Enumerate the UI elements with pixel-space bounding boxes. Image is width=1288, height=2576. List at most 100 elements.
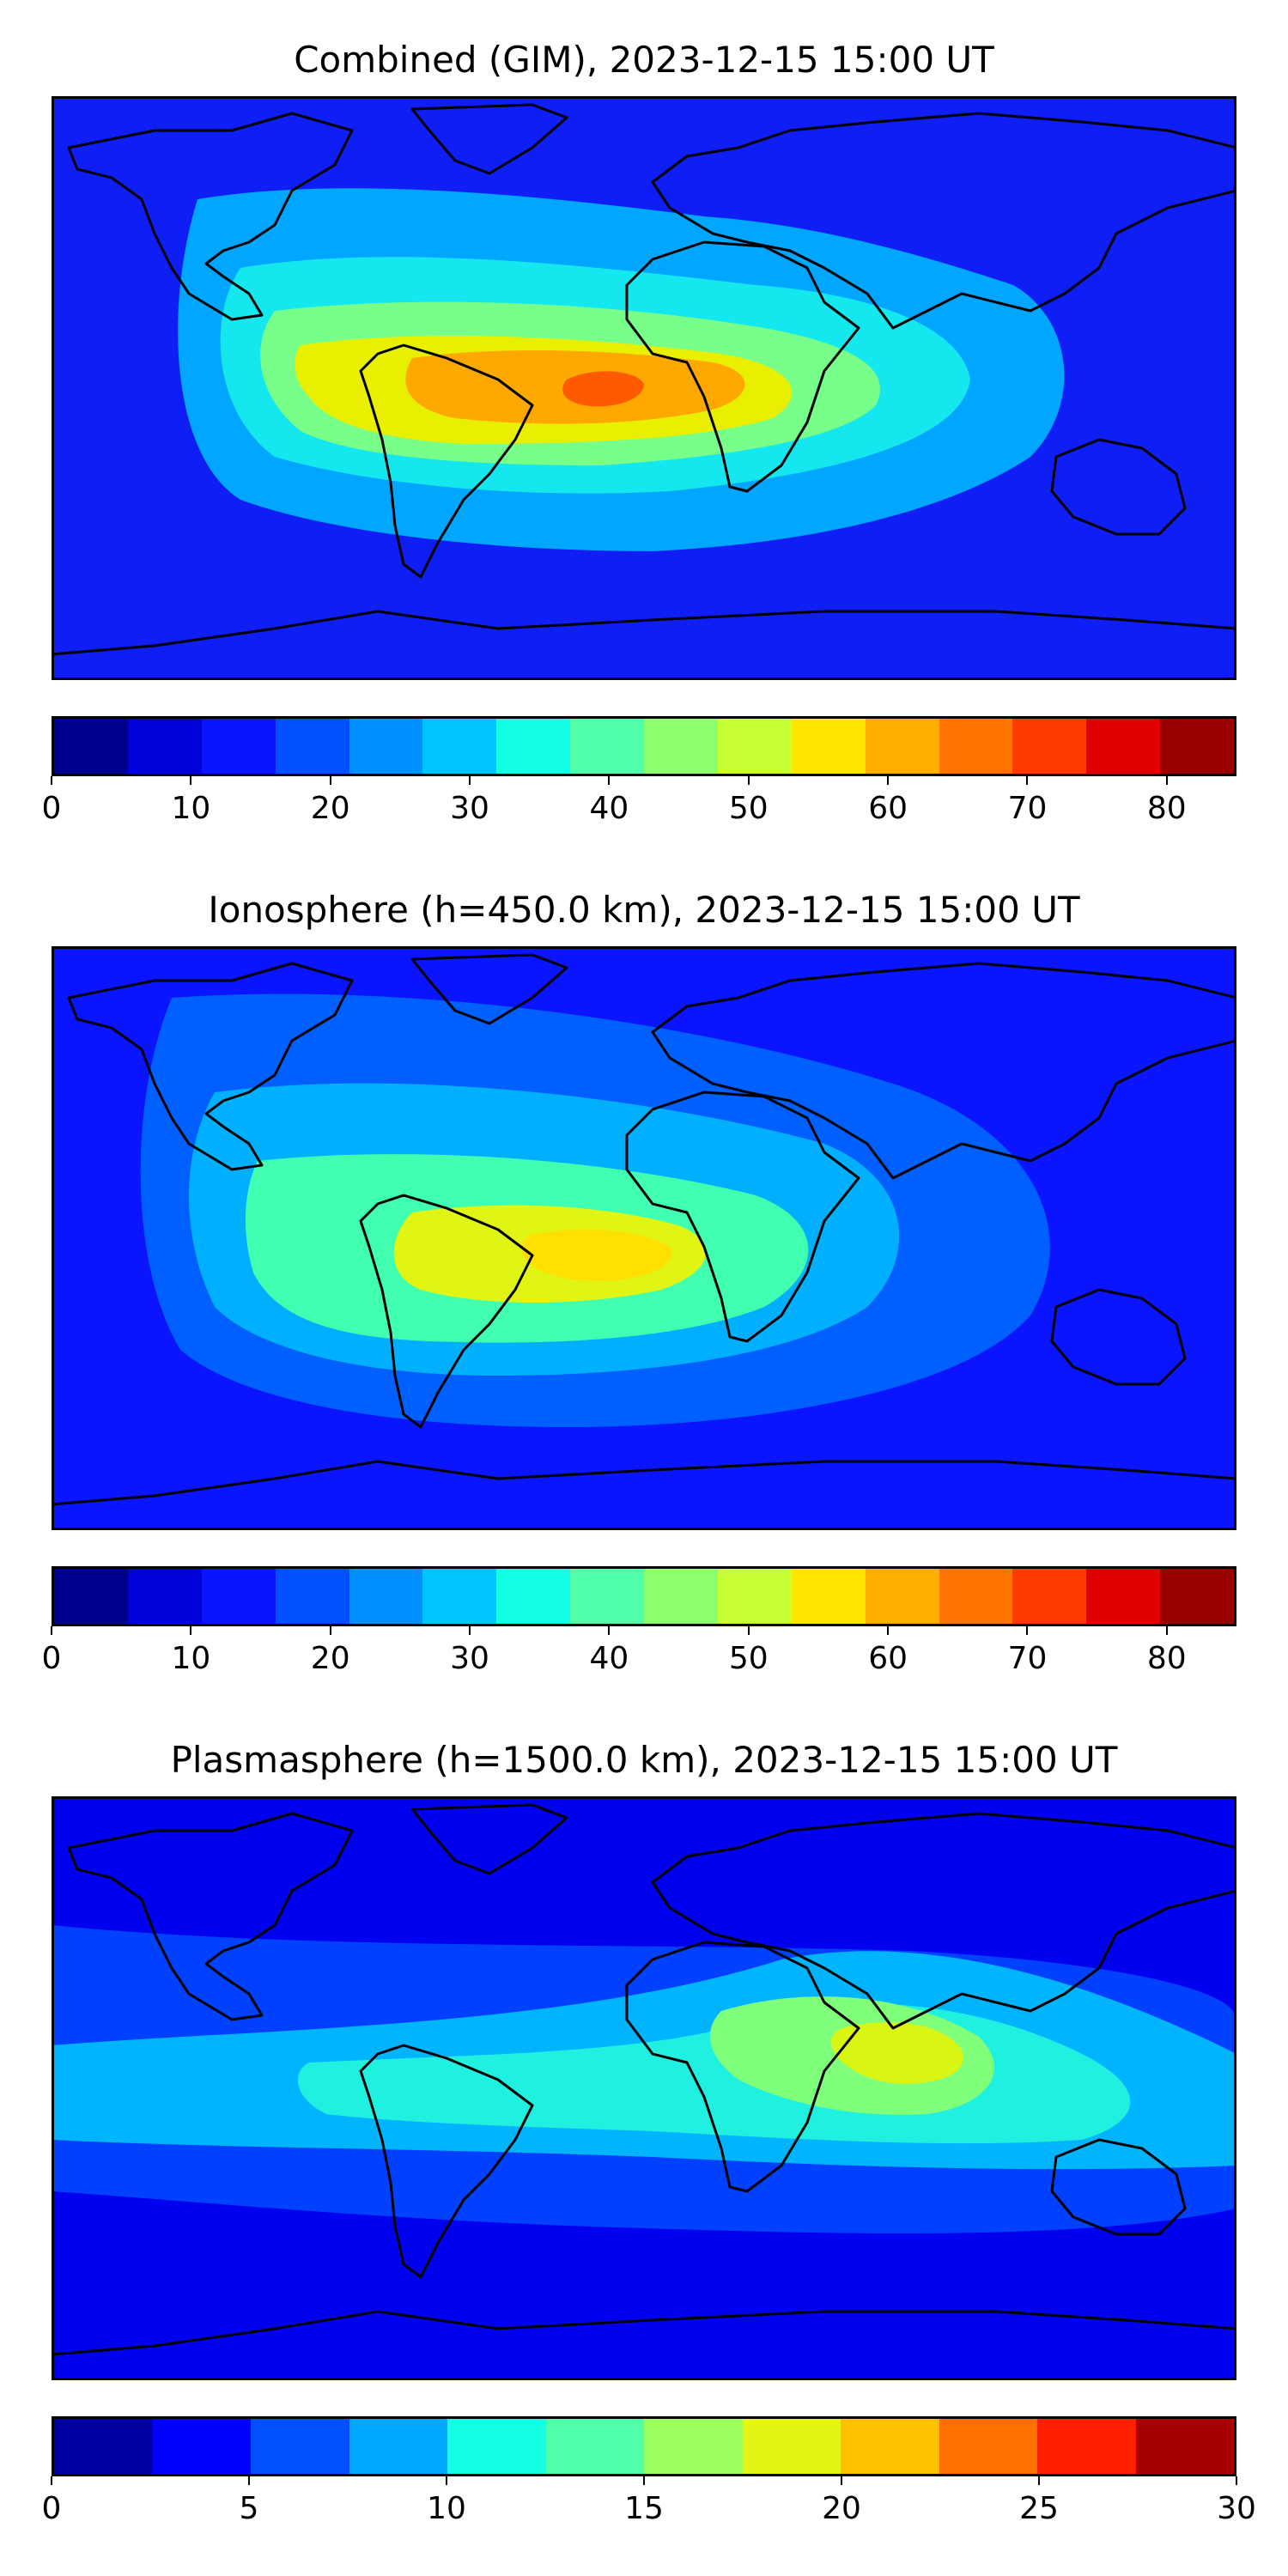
combined-map <box>52 96 1236 680</box>
africa-coast <box>625 1941 860 2193</box>
colorbar-segment <box>1086 719 1161 774</box>
africa-coast <box>625 1091 860 1343</box>
colorbar-segment <box>201 1569 276 1624</box>
colorbar-segment <box>841 2419 939 2474</box>
colorbar-segment <box>791 1569 866 1624</box>
colorbar-tick-label: 40 <box>589 791 629 826</box>
colorbar-segment <box>349 719 423 774</box>
colorbar-tick-label: 0 <box>41 791 62 826</box>
colorbar-segment <box>447 2419 546 2474</box>
south-america-coast <box>359 343 534 579</box>
colorbar-tick-label: 20 <box>310 791 350 826</box>
ionosphere-map <box>52 946 1236 1530</box>
colorbar-segment <box>644 1569 718 1624</box>
colorbar-segment <box>644 2419 743 2474</box>
colorbar-tick-label: 80 <box>1146 1641 1187 1676</box>
colorbar-segment <box>1086 1569 1161 1624</box>
colorbar-segment <box>791 719 866 774</box>
colorbar-segment <box>422 1569 497 1624</box>
colorbar-segment <box>545 2419 644 2474</box>
colorbar-tick-label: 10 <box>427 2491 466 2526</box>
colorbar-tick-label: 30 <box>1217 2491 1256 2526</box>
colorbar-tick-label: 70 <box>1007 1641 1048 1676</box>
south-america-coast <box>359 1194 534 1429</box>
north-america-coast <box>67 1812 354 2021</box>
colorbar-segment <box>644 719 718 774</box>
antarctica-coast <box>52 1460 1236 1530</box>
colorbar-segment <box>201 719 276 774</box>
ionosphere-colorbar-ticks: 0 10 20 30 40 50 60 70 80 <box>42 1626 1236 1678</box>
south-america-coast <box>359 2044 534 2279</box>
eurasia-coast <box>651 112 1236 330</box>
colorbar-segment <box>275 719 349 774</box>
colorbar-segment <box>127 1569 202 1624</box>
greenland-coast <box>410 953 568 1025</box>
colorbar-tick-label: 80 <box>1146 791 1187 826</box>
colorbar-segment <box>742 2419 841 2474</box>
colorbar-segment <box>54 2419 153 2474</box>
colorbar-tick-label: 30 <box>450 791 489 826</box>
colorbar-tick-label: 60 <box>868 1641 908 1676</box>
plasmasphere-map <box>52 1796 1236 2380</box>
colorbar-segment <box>1012 1569 1087 1624</box>
map-frame <box>52 1796 1236 2380</box>
colorbar-segment <box>54 719 128 774</box>
colorbar-tick-label: 10 <box>171 791 211 826</box>
colorbar-segment <box>496 1569 571 1624</box>
colorbar-tick-label: 15 <box>624 2491 664 2526</box>
colorbar-segment <box>939 1569 1013 1624</box>
antarctica-coast <box>52 610 1236 680</box>
combined-title: Combined (GIM), 2023-12-15 15:00 UT <box>294 39 994 81</box>
colorbar-segment <box>570 719 644 774</box>
australia-coast <box>1050 438 1187 536</box>
colorbar-tick-label: 50 <box>728 1641 769 1676</box>
greenland-coast <box>410 103 568 175</box>
colorbar-segment <box>496 719 571 774</box>
colorbar-segment <box>422 719 497 774</box>
map-frame <box>52 96 1236 680</box>
colorbar-segment <box>865 1569 939 1624</box>
ionosphere-title: Ionosphere (h=450.0 km), 2023-12-15 15:0… <box>208 889 1080 931</box>
colorbar-segment <box>1135 2419 1234 2474</box>
colorbar-segment <box>1037 2419 1136 2474</box>
colorbar-tick-label: 40 <box>589 1641 629 1676</box>
combined-colorbar-ticks: 0 10 20 30 40 50 60 70 80 <box>42 776 1236 828</box>
colorbar-segment <box>1012 719 1087 774</box>
colorbar-segment <box>349 1569 423 1624</box>
eurasia-coast <box>651 962 1236 1180</box>
north-america-coast <box>67 112 354 321</box>
australia-coast <box>1050 1288 1187 1386</box>
australia-coast <box>1050 2138 1187 2236</box>
colorbar-segment <box>939 719 1013 774</box>
colorbar-segment <box>127 719 202 774</box>
colorbar-tick-label: 0 <box>41 1641 62 1676</box>
colorbar-tick-label: 60 <box>868 791 908 826</box>
plasmasphere-colorbar <box>52 2416 1236 2476</box>
colorbar-segment <box>1160 719 1234 774</box>
colorbar-segment <box>275 1569 349 1624</box>
greenland-coast <box>410 1803 568 1875</box>
combined-colorbar <box>52 716 1236 776</box>
colorbar-segment <box>54 1569 128 1624</box>
map-frame <box>52 946 1236 1530</box>
colorbar-tick-label: 70 <box>1007 791 1048 826</box>
colorbar-tick-label: 50 <box>728 791 769 826</box>
tec-contour-70 <box>562 371 644 407</box>
colorbar-tick-label: 10 <box>171 1641 211 1676</box>
colorbar-segment <box>1160 1569 1234 1624</box>
colorbar-segment <box>717 719 792 774</box>
ionosphere-colorbar <box>52 1566 1236 1626</box>
colorbar-segment <box>251 2419 349 2474</box>
colorbar-segment <box>152 2419 251 2474</box>
colorbar-tick-label: 0 <box>41 2491 62 2526</box>
colorbar-tick-label: 25 <box>1019 2491 1059 2526</box>
colorbar-tick-label: 20 <box>822 2491 861 2526</box>
colorbar-segment <box>717 1569 792 1624</box>
north-america-coast <box>67 962 354 1171</box>
colorbar-segment <box>865 719 939 774</box>
colorbar-segment <box>570 1569 644 1624</box>
africa-coast <box>625 240 860 493</box>
colorbar-segment <box>939 2419 1037 2474</box>
plasmasphere-title: Plasmasphere (h=1500.0 km), 2023-12-15 1… <box>170 1739 1118 1781</box>
antarctica-coast <box>52 2310 1236 2380</box>
